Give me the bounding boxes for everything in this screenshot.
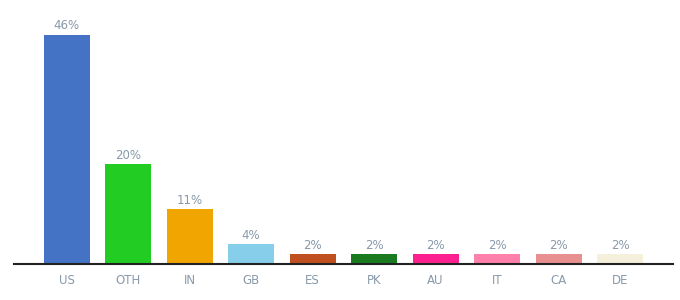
Text: 2%: 2% <box>549 238 568 251</box>
Bar <box>290 254 336 264</box>
Bar <box>536 254 581 264</box>
Text: 20%: 20% <box>115 149 141 162</box>
Bar <box>413 254 459 264</box>
Text: 4%: 4% <box>242 229 260 242</box>
Text: 11%: 11% <box>177 194 203 207</box>
Text: 2%: 2% <box>488 238 507 251</box>
Bar <box>105 164 151 264</box>
Text: 2%: 2% <box>426 238 445 251</box>
Bar <box>597 254 643 264</box>
Bar <box>167 209 213 264</box>
Text: 2%: 2% <box>365 238 384 251</box>
Text: 2%: 2% <box>611 238 630 251</box>
Text: 46%: 46% <box>54 20 80 32</box>
Bar <box>44 35 90 264</box>
Bar <box>228 244 274 264</box>
Bar <box>474 254 520 264</box>
Bar <box>351 254 397 264</box>
Text: 2%: 2% <box>303 238 322 251</box>
